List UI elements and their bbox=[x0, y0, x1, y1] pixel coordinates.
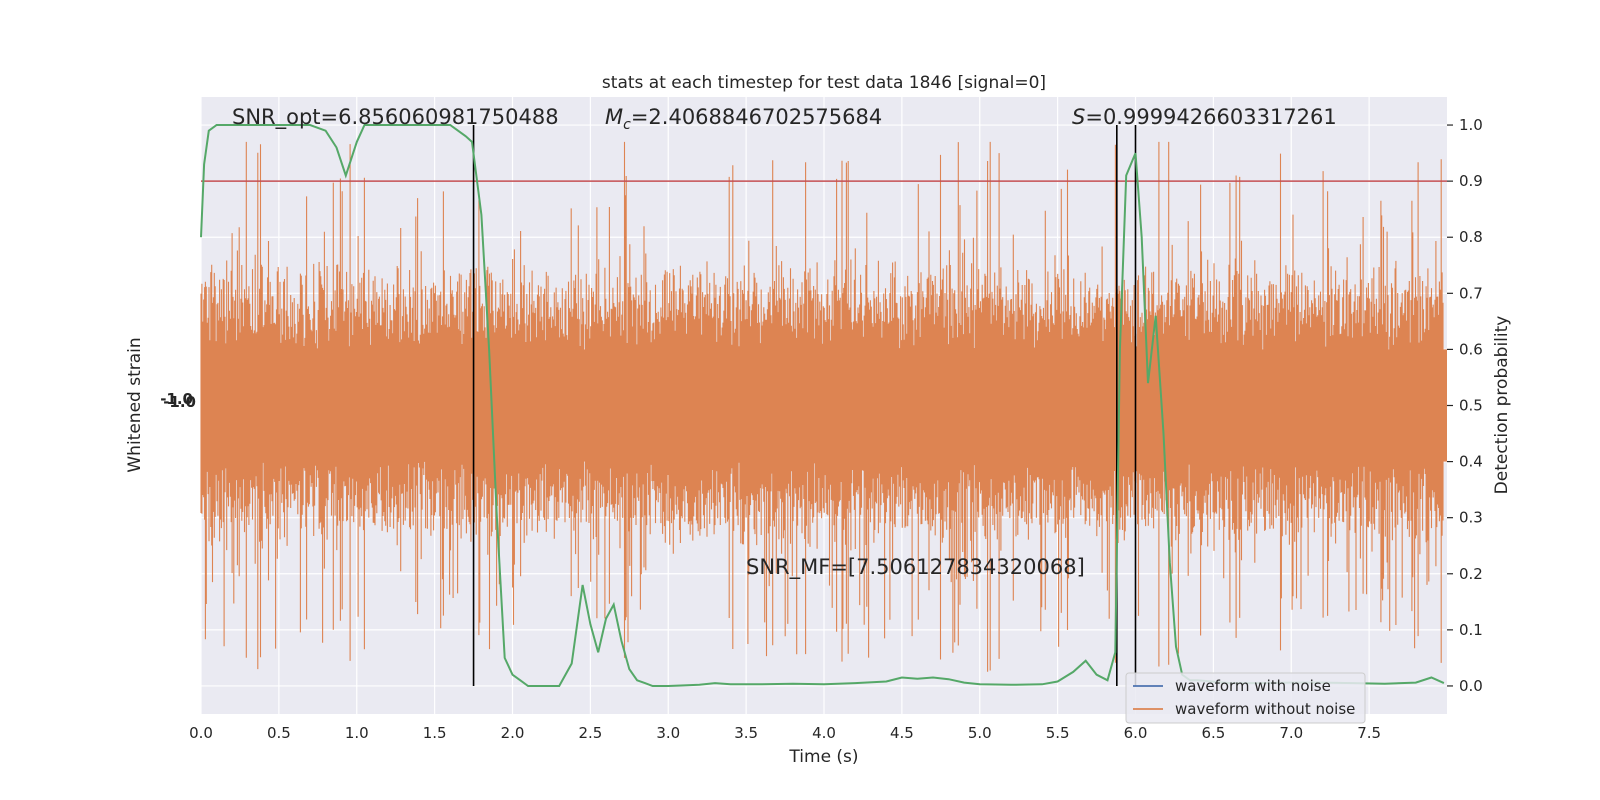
chirp-mass-annotation: Mc=2.4068846702575684 bbox=[605, 105, 882, 133]
legend-label-without-noise: waveform without noise bbox=[1175, 700, 1355, 718]
x-tick-label-1: 0.5 bbox=[267, 724, 291, 742]
y-tick-label-8: 0.8 bbox=[1459, 228, 1483, 246]
snr-opt-annotation: SNR_opt=6.856060981750488 bbox=[232, 105, 559, 130]
detection-probability-line bbox=[200, 124, 1445, 687]
x-tick-label-6: 3.0 bbox=[656, 724, 680, 742]
x-tick-label-4: 2.0 bbox=[501, 724, 525, 742]
x-tick-label-2: 1.0 bbox=[345, 724, 369, 742]
x-tick-label-8: 4.0 bbox=[812, 724, 836, 742]
x-tick-label-5: 2.5 bbox=[578, 724, 602, 742]
chart-title: stats at each timestep for test data 184… bbox=[602, 73, 1046, 93]
legend-label-with-noise: waveform with noise bbox=[1175, 677, 1331, 695]
waveform-without-noise-series bbox=[200, 141, 1447, 672]
x-tick-label-15: 7.5 bbox=[1357, 724, 1381, 742]
x-axis-ticks: 0.0 0.5 1.0 1.5 2.0 2.5 3.0 3.5 4.0 4.5 5.0 5.5 6.0 6… bbox=[189, 724, 1381, 742]
y-tick-label-10: 1.0 bbox=[1459, 116, 1483, 134]
y-tick-label-9: 0.9 bbox=[1459, 172, 1483, 190]
x-tick-label-3: 1.5 bbox=[423, 724, 447, 742]
y-tick-label-3: 0.3 bbox=[1459, 509, 1483, 527]
right-axis-ticks: 0.0 0.1 0.2 0.3 0.4 0.5 0.6 0.7 0.8 0.9 1.0 bbox=[1447, 116, 1483, 695]
y-tick-label-0: 0.0 bbox=[1459, 677, 1483, 695]
y-tick-label-5: 0.5 bbox=[1459, 397, 1483, 415]
y-tick-label-2: 0.2 bbox=[1459, 565, 1483, 583]
legend: waveform with noise waveform without noi… bbox=[1125, 672, 1366, 724]
y-tick-label-1: 0.1 bbox=[1459, 621, 1483, 639]
s-annotation: S=0.9999426603317261 bbox=[1072, 105, 1337, 129]
x-tick-label-0: 0.0 bbox=[189, 724, 213, 742]
y-tick-label-7: 0.7 bbox=[1459, 284, 1483, 302]
right-axis-title: Detection probability bbox=[1492, 316, 1512, 495]
snr-mf-annotation: SNR_MF=[7.506127834320068] bbox=[746, 555, 1085, 580]
x-tick-label-11: 5.5 bbox=[1046, 724, 1070, 742]
left-axis-tick-clutter: -1.0 -1.0 bbox=[160, 390, 196, 411]
waveform-dense-band bbox=[201, 349, 1447, 462]
x-tick-label-13: 6.5 bbox=[1201, 724, 1225, 742]
y-tick-label-6: 0.6 bbox=[1459, 340, 1483, 358]
x-tick-label-9: 4.5 bbox=[890, 724, 914, 742]
svg-text:-1.0: -1.0 bbox=[160, 390, 193, 408]
x-axis-title: Time (s) bbox=[788, 747, 858, 767]
x-tick-label-10: 5.0 bbox=[968, 724, 992, 742]
x-tick-label-14: 7.0 bbox=[1279, 724, 1303, 742]
x-tick-label-7: 3.5 bbox=[734, 724, 758, 742]
left-axis-title: Whitened strain bbox=[125, 337, 145, 472]
x-tick-label-12: 6.0 bbox=[1124, 724, 1148, 742]
svg-text:-1.0: -1.0 bbox=[163, 393, 196, 411]
legend-box bbox=[1125, 672, 1366, 724]
y-tick-label-4: 0.4 bbox=[1459, 453, 1483, 471]
